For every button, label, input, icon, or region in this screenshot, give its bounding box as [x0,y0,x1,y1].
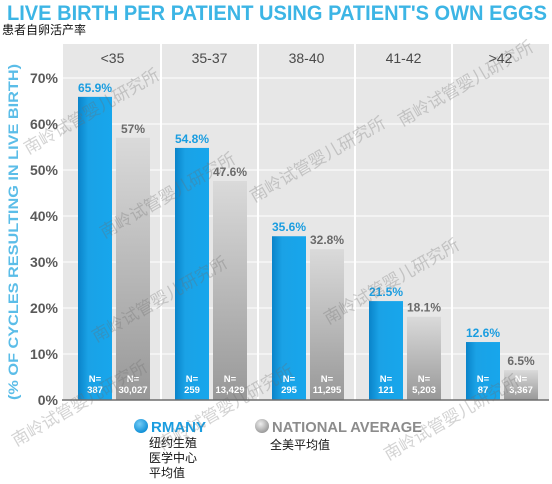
group-separators [160,44,453,400]
n-value-label-rmany: 295 [281,385,298,396]
bar-national-average [213,181,247,400]
legend-label-rmany-cn-line-3: 平均值 [149,465,185,480]
value-label-national-average: 18.1% [407,301,441,315]
n-prefix-label: N= [224,374,237,385]
n-prefix-label: N= [477,374,490,385]
n-prefix-label: N= [380,374,393,385]
legend-marker-rmany [134,419,148,433]
value-labels: 65.9% 54.8% 35.6% 21.5% 12.6% 57% 47.6% 32.8% 18… [78,81,535,368]
n-value-label-national-average: 13,429 [215,385,244,396]
n-prefix-label: N= [321,374,334,385]
y-axis-tick-labels: 0% 10% 20% 30% 40% 50% 60% 70% [30,70,59,408]
value-label-national-average: 57% [121,122,145,136]
legend-label-rmany: RMANY [151,419,206,436]
value-label-rmany: 12.6% [466,326,500,340]
bar-national-average [504,370,538,400]
n-value-label-national-average: 11,295 [313,385,342,396]
n-prefix-label: N= [515,374,528,385]
bar-rmany [78,96,112,401]
category-label: 35-37 [192,50,228,66]
y-tick-label: 10% [30,346,59,362]
y-tick-label: 60% [30,116,59,132]
chart-subtitle-cn: 患者自卵活产率 [2,22,86,37]
n-value-label-rmany: 87 [478,385,489,396]
bar-rmany [466,342,500,400]
y-tick-label: 0% [38,392,59,408]
bars [78,96,538,401]
legend-label-rmany-cn-line-2: 医学中心 [149,450,197,465]
n-value-label-national-average: 30,027 [118,385,147,396]
y-axis-title: (% OF CYCLES RESULTING IN LIVE BIRTH) [5,64,21,400]
value-label-rmany: 54.8% [175,132,209,146]
bar-rmany [369,301,403,400]
n-prefix-label: N= [418,374,431,385]
bar-national-average [116,137,150,401]
n-value-label-national-average: 5,203 [412,385,436,396]
bar-rmany [272,236,306,400]
category-label: 41-42 [386,50,422,66]
chart-title: LIVE BIRTH PER PATIENT USING PATIENT'S O… [7,2,547,25]
sample-size-labels: N=387N=259N=295N=121N=87N=30,027N=13,429… [87,374,533,396]
n-value-label-rmany: 387 [87,385,103,396]
n-value-label-rmany: 259 [184,385,200,396]
legend-marker-national-average [255,419,269,433]
legend-label-national-average: NATIONAL AVERAGE [272,419,422,436]
legend: RMANY 纽约生殖 医学中心 平均值 NATIONAL AVERAGE 全美平… [134,419,422,480]
bar-national-average [310,249,344,400]
y-tick-label: 40% [30,208,59,224]
n-prefix-label: N= [283,374,296,385]
category-labels: <35 35-37 38-40 41-42 >42 [101,50,513,66]
y-tick-label: 30% [30,254,59,270]
y-tick-label: 20% [30,300,59,316]
n-prefix-label: N= [89,374,102,385]
y-tick-label: 70% [30,70,59,86]
value-label-rmany: 21.5% [369,285,403,299]
n-prefix-label: N= [127,374,140,385]
value-label-national-average: 6.5% [507,354,535,368]
legend-label-national-average-cn: 全美平均值 [270,437,330,452]
n-prefix-label: N= [186,374,199,385]
value-label-rmany: 65.9% [78,81,112,95]
category-label: 38-40 [289,50,325,66]
value-label-national-average: 47.6% [213,165,247,179]
value-label-national-average: 32.8% [310,233,344,247]
y-tick-label: 50% [30,162,59,178]
n-value-label-rmany: 121 [378,385,395,396]
value-label-rmany: 35.6% [272,220,306,234]
bar-rmany [175,147,209,400]
n-value-label-national-average: 3,367 [509,385,533,396]
category-label: <35 [101,50,125,66]
bar-national-average [407,316,441,400]
category-label: >42 [489,50,513,66]
legend-label-rmany-cn-line-1: 纽约生殖 [149,435,197,450]
